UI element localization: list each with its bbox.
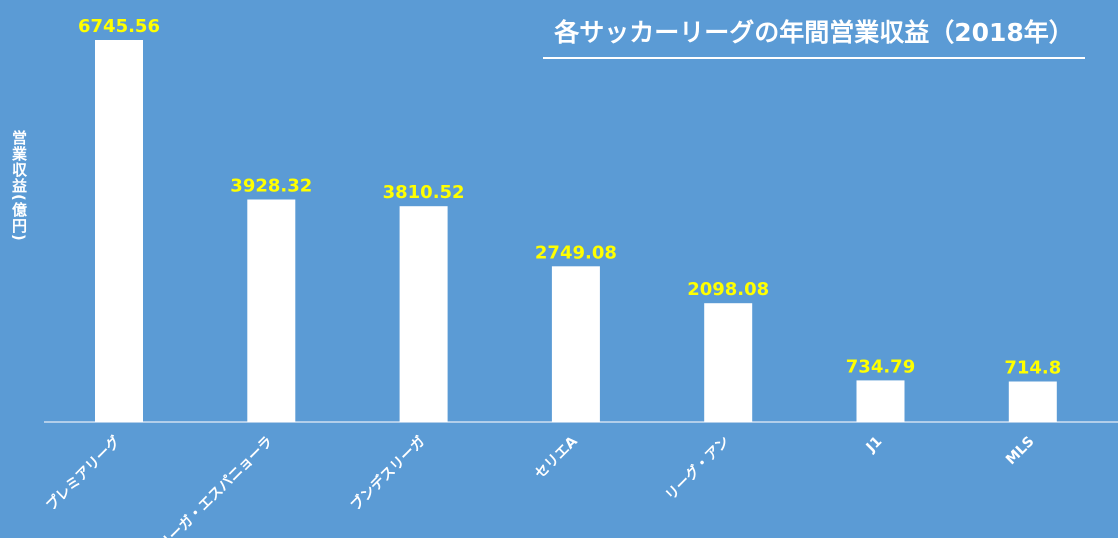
bar-2 [247, 199, 296, 422]
y-axis-label: 営業収益(億円) [10, 129, 28, 242]
data-labels-group: 6745.56 3928.32 3810.52 2749.08 2098.08 734.7… [78, 16, 1061, 379]
bar-7 [1008, 381, 1057, 422]
bar-5 [704, 303, 753, 422]
bar-6 [856, 380, 905, 422]
bars-group [95, 40, 1057, 422]
data-label-5: 2098.08 [687, 279, 769, 300]
data-label-6: 734.79 [846, 356, 915, 377]
data-label-2: 3928.32 [230, 176, 312, 197]
bar-1 [95, 40, 143, 422]
bar-4 [551, 266, 600, 422]
data-label-4: 2749.08 [535, 242, 617, 263]
data-label-3: 3810.52 [383, 182, 465, 203]
data-label-1: 6745.56 [78, 16, 160, 37]
data-label-7: 714.8 [1004, 358, 1061, 379]
bar-3 [399, 206, 448, 422]
chart-title: 各サッカーリーグの年間営業収益（2018年） [553, 18, 1074, 47]
